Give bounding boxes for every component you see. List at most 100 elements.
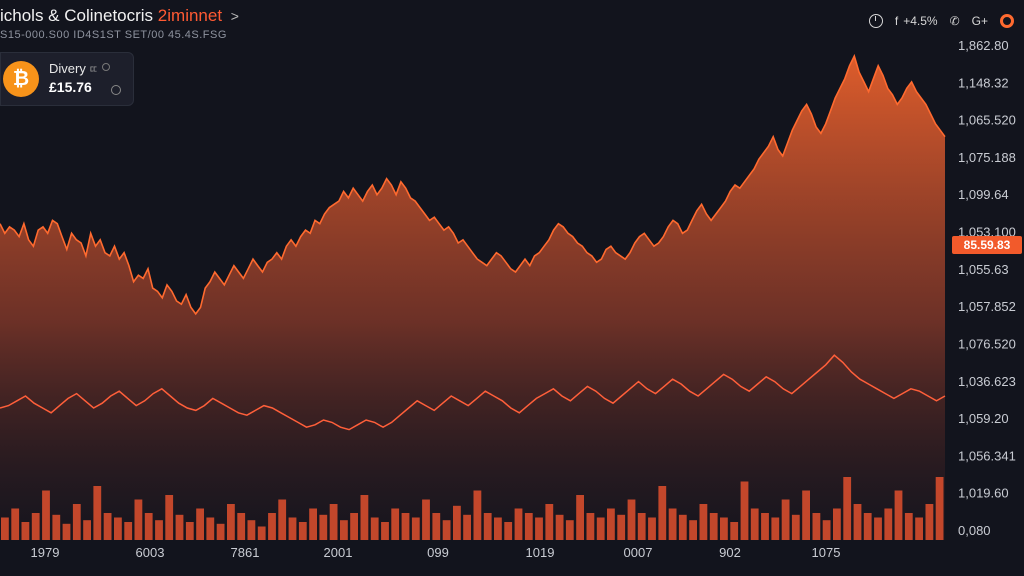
volume-bar [565, 520, 574, 540]
volume-bar [237, 513, 246, 540]
x-tick-label: 2001 [324, 545, 353, 560]
volume-bar [740, 481, 749, 540]
volume-bar [915, 517, 923, 540]
ticker-name-suffix: ㄸ [88, 65, 99, 76]
info-icon[interactable] [102, 63, 110, 71]
y-tick-label: 1,862.80 [958, 38, 1009, 53]
volume-bar [103, 513, 112, 540]
volume-bar [144, 513, 153, 540]
price-line [0, 53, 946, 316]
x-tick-label: 6003 [136, 545, 165, 560]
volume-bar [822, 520, 831, 540]
volume-bar [432, 513, 441, 540]
y-tick-label: 1,099.64 [958, 187, 1009, 202]
volume-bar [442, 520, 451, 540]
momentum-line [0, 354, 946, 431]
record-button[interactable] [1000, 14, 1014, 28]
volume-bar [833, 508, 841, 540]
volume-bar [411, 517, 420, 540]
y-tick-label: 1,053.100 [958, 225, 1016, 240]
volume-bar [309, 508, 317, 540]
volume-bar [114, 517, 122, 540]
price-area-fill [0, 56, 945, 540]
volume-bar [11, 508, 20, 540]
volume-bar [494, 517, 502, 540]
volume-bar [62, 523, 71, 540]
volume-bar [165, 495, 174, 540]
ticker-price: £15.76 [49, 79, 92, 95]
toolbar: f +4.5% ✆ G+ [868, 9, 1014, 33]
clock-icon [868, 14, 883, 28]
volume-bar [257, 526, 266, 540]
volume-bar [391, 508, 400, 540]
volume-bar [483, 513, 492, 540]
volume-bar [637, 513, 646, 540]
volume-bar [227, 504, 235, 540]
phone-button[interactable]: ✆ [950, 14, 960, 28]
x-tick-label: 1019 [526, 545, 555, 560]
volume-bar [802, 490, 810, 540]
volume-bar [709, 513, 718, 540]
x-axis: 1979 6003 7861 2001 099 1019 0007 902 1075 [31, 545, 841, 560]
x-tick-label: 1075 [812, 545, 841, 560]
price-area [0, 53, 946, 540]
volume-bar [21, 522, 30, 540]
current-price-badge: 85.59.83 [952, 236, 1022, 254]
volume-bar [155, 520, 163, 540]
volume-bar [360, 495, 369, 540]
volume-bar [925, 504, 934, 540]
social-button[interactable]: f +4.5% [895, 14, 938, 28]
ticker-name-text: Divery [49, 61, 86, 76]
volume-bar [627, 499, 636, 540]
settings-icon[interactable] [111, 85, 121, 95]
volume-bar [853, 504, 862, 540]
volume-bar [586, 513, 595, 540]
volume-bar [1, 517, 9, 540]
chart-title: ichols & Colinetocris 2iminnet > [0, 6, 239, 26]
ticker-card[interactable]: ₿ Divery ㄸ £15.76 [0, 52, 134, 106]
volume-bar [124, 522, 133, 540]
change-percent: +4.5% [903, 14, 938, 28]
volume-bar [648, 517, 656, 540]
x-tick-label: 0007 [624, 545, 653, 560]
y-tick-label: 1,019.60 [958, 486, 1009, 501]
volume-bar [42, 490, 50, 540]
volume-bars [1, 477, 944, 540]
volume-bar [216, 523, 225, 540]
volume-bar [278, 499, 287, 540]
chart-subtitle: S15-000.S00 ID4S1ST SET/00 45.4S.FSG [0, 29, 227, 41]
volume-bar [761, 513, 769, 540]
volume-bar [884, 508, 893, 540]
y-tick-label: 1,056.341 [958, 448, 1016, 463]
volume-bar [401, 513, 410, 540]
y-tick-label: 1,055.63 [958, 262, 1009, 277]
volume-bar [689, 520, 697, 540]
chevron-right-icon[interactable]: > [230, 8, 239, 24]
y-tick-label: 1,076.520 [958, 337, 1016, 352]
volume-bar [863, 513, 872, 540]
volume-bar [617, 514, 626, 540]
title-main: ichols & Colinetocris [0, 6, 154, 25]
volume-bar [514, 508, 523, 540]
volume-bar [545, 504, 554, 540]
volume-bar [31, 513, 40, 540]
share-button[interactable]: G+ [972, 14, 988, 28]
record-icon [1000, 14, 1014, 28]
volume-bar [93, 486, 102, 540]
volume-bar [596, 517, 605, 540]
timer-button[interactable] [868, 14, 883, 28]
volume-bar [175, 514, 184, 540]
volume-bar [319, 514, 328, 540]
y-tick-label: 1,057.852 [958, 299, 1016, 314]
volume-bar [874, 517, 882, 540]
bitcoin-icon: ₿ [3, 61, 39, 97]
volume-bar [185, 522, 194, 540]
volume-bar [576, 495, 584, 540]
y-tick-label: 1,036.623 [958, 374, 1016, 389]
volume-bar [422, 499, 430, 540]
volume-bar [791, 514, 800, 540]
volume-bar [771, 517, 780, 540]
volume-bar [678, 514, 687, 540]
y-tick-label: 1,065.520 [958, 113, 1016, 128]
